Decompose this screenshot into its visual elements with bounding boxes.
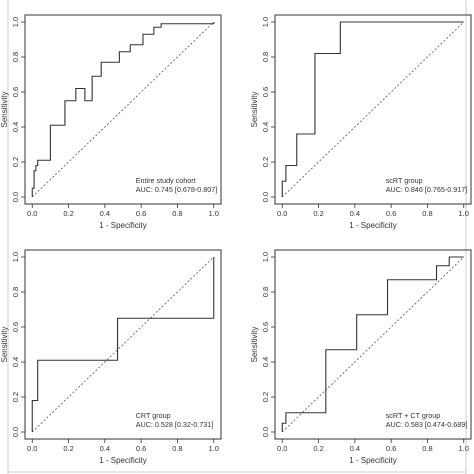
- y-tick-label: 0.4: [11, 357, 20, 367]
- y-tick-label: 1.0: [11, 17, 20, 27]
- y-tick-label: 0.8: [261, 52, 270, 62]
- y-axis-label: Sensitivity: [250, 326, 259, 362]
- auc-label: AUC: 0.745 [0.678-0.807]: [136, 185, 218, 194]
- y-tick-label: 1.0: [261, 252, 270, 262]
- x-tick-label: 1.0: [209, 209, 219, 218]
- reference-diagonal: [281, 21, 465, 198]
- y-tick-label: 0.0: [261, 192, 270, 202]
- x-axis-label: 1 - Specificity: [349, 221, 397, 230]
- x-tick-label: 0.0: [277, 209, 287, 218]
- x-tick-label: 0.8: [422, 444, 432, 453]
- x-tick-label: 0.2: [63, 209, 73, 218]
- auc-label: AUC: 0.583 [0.474-0.689]: [386, 420, 468, 429]
- x-tick-label: 0.0: [27, 444, 37, 453]
- y-tick-label: 1.0: [261, 17, 270, 27]
- x-axis-label: 1 - Specificity: [99, 221, 147, 230]
- x-tick-label: 0.8: [172, 444, 182, 453]
- x-tick-label: 0.6: [386, 444, 396, 453]
- figure-frame: [7, 0, 467, 474]
- x-tick-label: 1.0: [459, 209, 469, 218]
- x-axis-label: 1 - Specificity: [99, 456, 147, 465]
- y-tick-label: 0.2: [261, 157, 270, 167]
- y-axis-label: Sensitivity: [0, 326, 9, 362]
- roc-curve: [281, 256, 464, 432]
- x-tick-label: 0.6: [386, 209, 396, 218]
- group-label: scRT group: [386, 176, 423, 185]
- roc-curve: [281, 21, 464, 197]
- y-tick-label: 0.4: [261, 122, 270, 132]
- x-tick-label: 0.4: [100, 444, 110, 453]
- x-tick-label: 0.0: [27, 209, 37, 218]
- x-tick-label: 0.2: [313, 444, 323, 453]
- y-tick-label: 0.0: [11, 192, 20, 202]
- reference-diagonal: [31, 256, 215, 433]
- auc-label: AUC: 0.528 [0.32-0.731]: [136, 420, 214, 429]
- y-axis-label: Sensitivity: [250, 91, 259, 127]
- x-tick-label: 0.8: [172, 209, 182, 218]
- group-label: Entire study cohort: [136, 176, 196, 185]
- plot-frame: [274, 249, 472, 440]
- reference-diagonal: [281, 256, 465, 433]
- y-tick-label: 1.0: [11, 252, 20, 262]
- x-tick-label: 0.0: [277, 444, 287, 453]
- x-axis-label: 1 - Specificity: [349, 456, 397, 465]
- y-tick-label: 0.0: [11, 427, 20, 437]
- x-tick-label: 0.6: [136, 444, 146, 453]
- y-tick-label: 0.4: [11, 122, 20, 132]
- x-tick-label: 0.4: [350, 444, 360, 453]
- roc-panel-2: 0.0 0.2 0.4 0.6 0.8 1.0 0.0 0.2 0.4 0.6 0.8 1.0 1 - …: [250, 14, 472, 230]
- x-tick-label: 0.4: [100, 209, 110, 218]
- auc-label: AUC: 0.846 [0.765-0.917]: [386, 185, 468, 194]
- y-axis-label: Sensitivity: [0, 91, 9, 127]
- y-tick-label: 0.6: [261, 87, 270, 97]
- y-tick-label: 0.8: [11, 287, 20, 297]
- y-tick-label: 0.8: [11, 52, 20, 62]
- x-tick-label: 0.4: [350, 209, 360, 218]
- roc-curve: [31, 257, 215, 432]
- roc-panels: 0.0 0.2 0.4 0.6 0.8 1.0 0.0 0.2 0.4 0.6 0.8 1.0 1 - …: [0, 14, 472, 465]
- group-label: CRT group: [136, 411, 171, 420]
- roc-curve: [31, 22, 215, 197]
- y-tick-label: 0.6: [261, 322, 270, 332]
- y-tick-label: 0.6: [11, 322, 20, 332]
- x-tick-label: 0.2: [63, 444, 73, 453]
- reference-diagonal: [31, 21, 215, 198]
- x-tick-label: 1.0: [209, 444, 219, 453]
- roc-panel-1: 0.0 0.2 0.4 0.6 0.8 1.0 0.0 0.2 0.4 0.6 0.8 1.0 1 - …: [0, 14, 222, 230]
- y-tick-label: 0.6: [11, 87, 20, 97]
- roc-panel-3: 0.0 0.2 0.4 0.6 0.8 1.0 0.0 0.2 0.4 0.6 0.8 1.0 1 - …: [0, 249, 222, 465]
- y-tick-label: 0.2: [261, 392, 270, 402]
- plot-frame: [24, 249, 222, 440]
- group-label: scRT + CT group: [386, 411, 441, 420]
- x-tick-label: 0.2: [313, 209, 323, 218]
- plot-frame: [274, 14, 472, 205]
- roc-panel-4: 0.0 0.2 0.4 0.6 0.8 1.0 0.0 0.2 0.4 0.6 0.8 1.0 1 - …: [250, 249, 472, 465]
- y-tick-label: 0.0: [261, 427, 270, 437]
- x-tick-label: 0.8: [422, 209, 432, 218]
- y-tick-label: 0.2: [11, 392, 20, 402]
- y-tick-label: 0.8: [261, 287, 270, 297]
- y-tick-label: 0.2: [11, 157, 20, 167]
- x-tick-label: 1.0: [459, 444, 469, 453]
- y-tick-label: 0.4: [261, 357, 270, 367]
- plot-frame: [24, 14, 222, 205]
- x-tick-label: 0.6: [136, 209, 146, 218]
